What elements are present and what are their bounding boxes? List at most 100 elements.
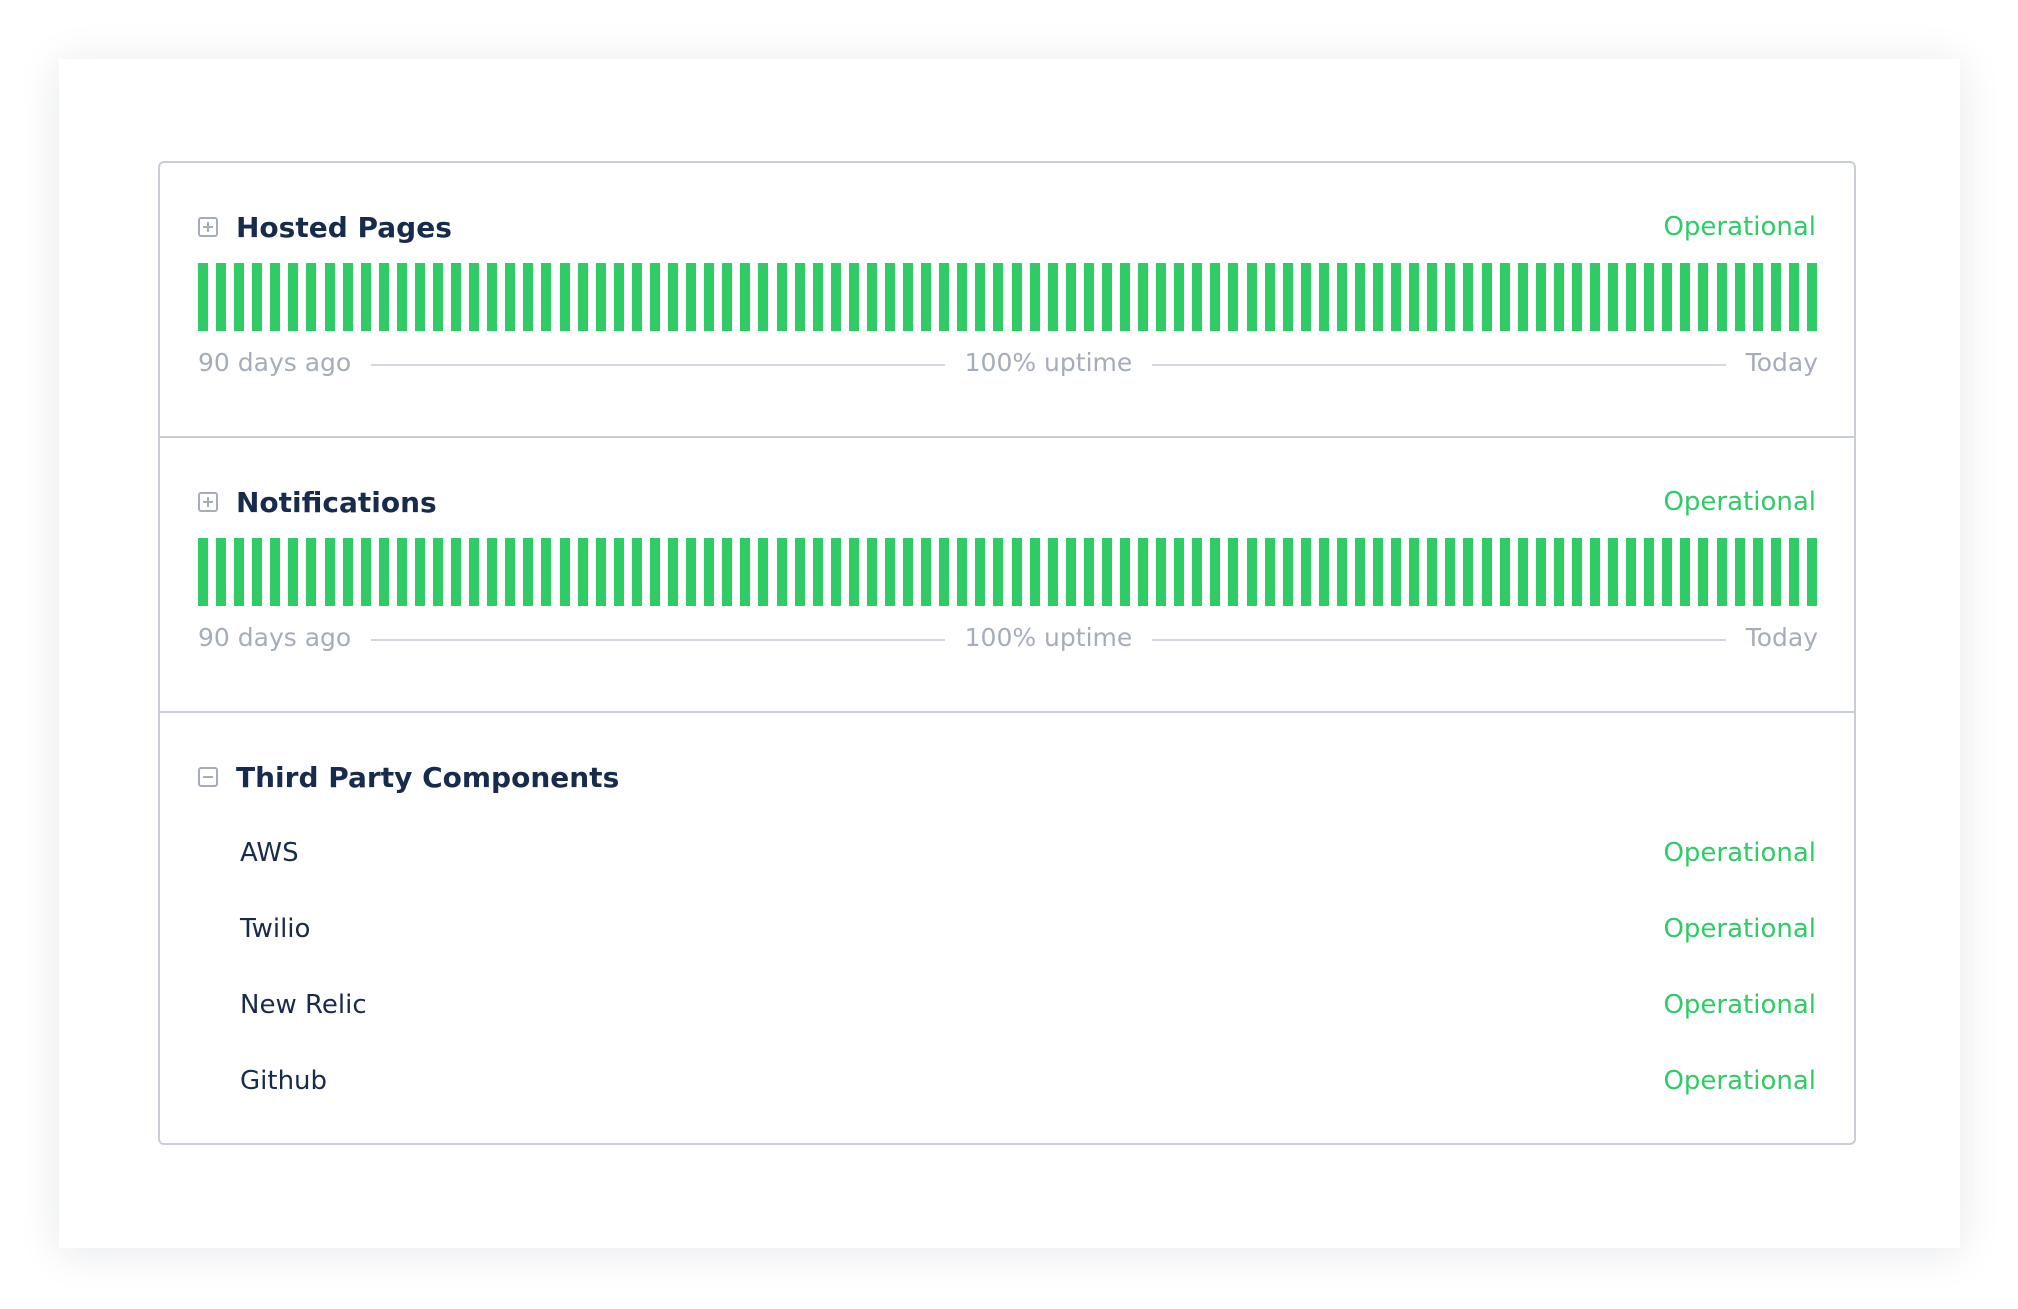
uptime-day-bar[interactable] — [1481, 538, 1492, 606]
uptime-day-bar[interactable] — [1698, 263, 1709, 331]
uptime-day-bar[interactable] — [1119, 263, 1130, 331]
uptime-day-bar[interactable] — [794, 538, 805, 606]
uptime-day-bar[interactable] — [704, 538, 715, 606]
uptime-day-bar[interactable] — [360, 538, 371, 606]
uptime-day-bar[interactable] — [1680, 263, 1691, 331]
uptime-day-bar[interactable] — [1463, 263, 1474, 331]
uptime-day-bar[interactable] — [776, 538, 787, 606]
uptime-day-bar[interactable] — [1192, 538, 1203, 606]
uptime-day-bar[interactable] — [1608, 263, 1619, 331]
uptime-day-bar[interactable] — [487, 263, 498, 331]
collapse-minus-icon[interactable] — [198, 767, 218, 787]
uptime-day-bar[interactable] — [1101, 263, 1112, 331]
uptime-day-bar[interactable] — [903, 538, 914, 606]
uptime-day-bar[interactable] — [324, 538, 335, 606]
uptime-day-bar[interactable] — [270, 538, 281, 606]
uptime-day-bar[interactable] — [1535, 538, 1546, 606]
uptime-day-bar[interactable] — [740, 263, 751, 331]
uptime-day-bar[interactable] — [1535, 263, 1546, 331]
uptime-day-bar[interactable] — [1373, 538, 1384, 606]
uptime-day-bar[interactable] — [198, 263, 208, 331]
uptime-day-bar[interactable] — [342, 263, 353, 331]
uptime-day-bar[interactable] — [270, 263, 281, 331]
uptime-day-bar[interactable] — [1047, 263, 1058, 331]
uptime-day-bar[interactable] — [577, 263, 588, 331]
uptime-day-bar[interactable] — [505, 538, 516, 606]
uptime-day-bar[interactable] — [1517, 263, 1528, 331]
uptime-day-bar[interactable] — [288, 538, 299, 606]
uptime-day-bar[interactable] — [1156, 263, 1167, 331]
uptime-day-bar[interactable] — [1788, 538, 1799, 606]
uptime-day-bar[interactable] — [758, 263, 769, 331]
uptime-day-bar[interactable] — [830, 538, 841, 606]
uptime-day-bar[interactable] — [1427, 263, 1438, 331]
uptime-day-bar[interactable] — [216, 263, 227, 331]
uptime-day-bar[interactable] — [216, 538, 227, 606]
uptime-day-bar[interactable] — [812, 538, 823, 606]
uptime-day-bar[interactable] — [324, 263, 335, 331]
uptime-day-bar[interactable] — [523, 538, 534, 606]
uptime-day-bar[interactable] — [1138, 538, 1149, 606]
uptime-day-bar[interactable] — [686, 538, 697, 606]
uptime-day-bar[interactable] — [1716, 263, 1727, 331]
uptime-day-bar[interactable] — [1282, 538, 1293, 606]
uptime-day-bar[interactable] — [794, 263, 805, 331]
uptime-day-bar[interactable] — [1770, 263, 1781, 331]
uptime-day-bar[interactable] — [866, 538, 877, 606]
uptime-day-bar[interactable] — [577, 538, 588, 606]
uptime-day-bar[interactable] — [1571, 263, 1582, 331]
uptime-day-bar[interactable] — [903, 263, 914, 331]
uptime-day-bar[interactable] — [541, 538, 552, 606]
uptime-day-bar[interactable] — [1174, 538, 1185, 606]
uptime-day-bar[interactable] — [1499, 263, 1510, 331]
uptime-day-bar[interactable] — [1806, 538, 1817, 606]
uptime-day-bar[interactable] — [1264, 263, 1275, 331]
uptime-day-bar[interactable] — [433, 263, 444, 331]
uptime-day-bar[interactable] — [758, 538, 769, 606]
uptime-day-bar[interactable] — [1065, 263, 1076, 331]
uptime-day-bar[interactable] — [523, 263, 534, 331]
uptime-day-bar[interactable] — [1752, 538, 1763, 606]
uptime-day-bar[interactable] — [1101, 538, 1112, 606]
uptime-day-bar[interactable] — [1662, 263, 1673, 331]
uptime-day-bar[interactable] — [613, 263, 624, 331]
uptime-day-bar[interactable] — [1391, 538, 1402, 606]
uptime-day-bar[interactable] — [1264, 538, 1275, 606]
uptime-day-bar[interactable] — [830, 263, 841, 331]
uptime-day-bar[interactable] — [414, 263, 425, 331]
uptime-day-bar[interactable] — [1318, 263, 1329, 331]
uptime-day-bar[interactable] — [360, 263, 371, 331]
uptime-day-bar[interactable] — [1445, 263, 1456, 331]
uptime-day-bar[interactable] — [1734, 538, 1745, 606]
uptime-day-bar[interactable] — [595, 263, 606, 331]
uptime-day-bar[interactable] — [884, 263, 895, 331]
uptime-day-bar[interactable] — [1355, 263, 1365, 331]
uptime-day-bar[interactable] — [559, 263, 570, 331]
uptime-day-bar[interactable] — [1300, 538, 1311, 606]
uptime-day-bar[interactable] — [1590, 263, 1601, 331]
uptime-day-bar[interactable] — [288, 263, 299, 331]
uptime-day-bar[interactable] — [595, 538, 606, 606]
uptime-day-bar[interactable] — [1553, 538, 1564, 606]
uptime-day-bar[interactable] — [722, 263, 733, 331]
expand-plus-icon[interactable] — [198, 492, 218, 512]
uptime-day-bar[interactable] — [1300, 263, 1311, 331]
expand-plus-icon[interactable] — [198, 217, 218, 237]
uptime-day-bar[interactable] — [884, 538, 895, 606]
uptime-day-bar[interactable] — [487, 538, 498, 606]
uptime-day-bar[interactable] — [704, 263, 715, 331]
uptime-day-bar[interactable] — [993, 538, 1004, 606]
uptime-day-bar[interactable] — [1029, 263, 1040, 331]
uptime-day-bar[interactable] — [1029, 538, 1040, 606]
uptime-day-bar[interactable] — [1174, 263, 1185, 331]
uptime-day-bar[interactable] — [1806, 263, 1817, 331]
uptime-day-bar[interactable] — [1409, 263, 1420, 331]
uptime-day-bar[interactable] — [378, 538, 389, 606]
uptime-day-bar[interactable] — [396, 263, 407, 331]
uptime-day-bar[interactable] — [1047, 538, 1058, 606]
uptime-day-bar[interactable] — [469, 263, 480, 331]
uptime-day-bar[interactable] — [1770, 538, 1781, 606]
uptime-day-bar[interactable] — [1680, 538, 1691, 606]
uptime-day-bar[interactable] — [1192, 263, 1203, 331]
uptime-day-bar[interactable] — [1119, 538, 1130, 606]
